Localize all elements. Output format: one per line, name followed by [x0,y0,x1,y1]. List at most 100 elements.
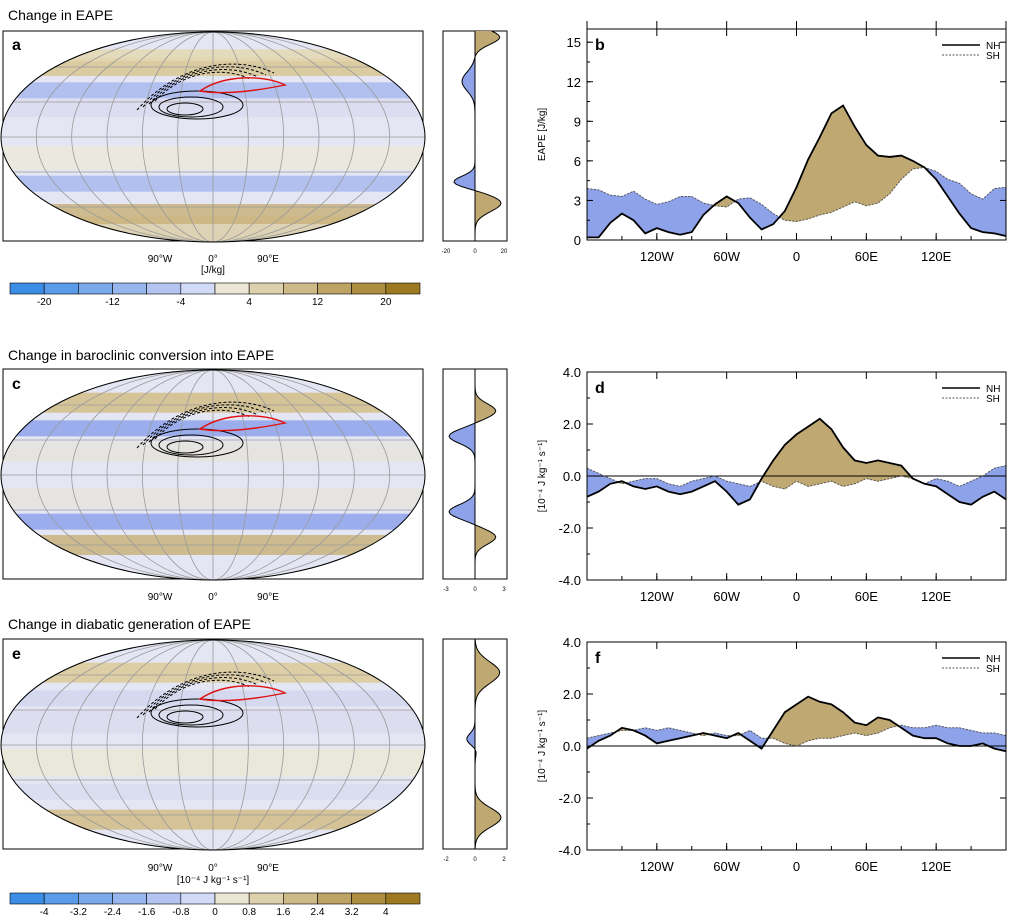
map-lon-90e-c: 90°E [257,592,279,603]
colorbar-flux-label: 0.8 [242,907,256,917]
profile-tick-label: 0 [473,857,477,863]
ytick-label-b: 15 [567,35,581,50]
ylabel-b: EAPE [J/kg] [537,108,548,162]
map-band-e-2 [1,748,425,777]
fill-segment [679,196,692,236]
xtick-label-b: 60W [713,249,740,264]
legend-label-nh: NH [986,384,1000,395]
colorbar-flux-swatch [214,892,250,905]
colorbar-flux-label: -3.2 [70,907,88,917]
map-band-a-2 [1,175,425,192]
fill-segment [982,188,995,234]
colorbar-flux-label: 1.6 [276,907,290,917]
ytick-label-b: 12 [567,75,581,90]
colorbar-eape-swatch [248,282,284,295]
ytick-label-f: -4.0 [559,843,581,858]
ytick-label-b: 6 [574,154,581,169]
map-lon-90w-c: 90°W [148,592,173,603]
legend-label-nh: NH [986,41,1000,52]
panel-letter-c: c [12,376,21,393]
fill-segment [819,113,832,216]
map-lon-90e-e: 90°E [257,863,279,874]
profile-line [466,638,502,850]
colorbar-flux-label: -1.6 [138,907,156,917]
colorbar-eape-swatch [43,282,79,295]
map-unit-e: [10⁻⁴ J kg⁻¹ s⁻¹] [177,875,250,886]
fill-segment [831,105,844,213]
legend-label-sh: SH [986,394,1000,405]
xtick-label-f: 120W [640,859,675,874]
series-sh-line-d [587,465,1006,490]
map-band-c-1 [1,513,425,530]
fill-segment [970,193,983,233]
ytick-label-b: 9 [574,114,581,129]
fill-segment [866,716,879,736]
fill-segment [877,155,890,204]
series-lines-f [587,695,1006,753]
colorbar-flux-swatch [9,892,45,905]
legend-label-nh: NH [986,654,1000,665]
map-c [0,368,426,581]
colorbar-flux-label: -4 [40,907,49,917]
fill-segment [621,190,634,221]
fill-segment [796,426,809,487]
map-contour-red-e [198,685,288,702]
ytick-label-b: 0 [574,233,581,248]
map-panels [0,30,426,851]
map-contour-dashed-e [148,677,259,713]
map-lon-90e-a: 90°E [257,254,279,265]
colorbar-eape-label: 20 [380,297,392,308]
map-outline-c [0,369,426,581]
ytick-label-f: 0.0 [563,739,581,754]
panel-letter-d: d [595,380,605,397]
map-band-e-4 [1,690,425,707]
map-contour-solid-c [150,428,244,458]
fill-segment [854,125,867,207]
fill-segment [644,727,658,744]
xtick-label-b: 60E [855,249,878,264]
fill-segment [807,696,821,742]
map-contour-dashed-a [142,66,267,108]
map-contour-red-c [198,415,288,432]
colorbar-eape-swatch [9,282,45,295]
profile-a: -20 0 20 [442,30,508,255]
colorbar-flux-label: 2.4 [311,907,325,917]
ylabel-f: [10⁻⁴ J kg⁻¹ s⁻¹] [537,710,548,783]
colorbar-eape-swatch [317,282,352,295]
map-a [0,30,426,243]
ylabel-d: [10⁻⁴ J kg⁻¹ s⁻¹] [537,440,548,513]
ytick-label-d: 4.0 [563,365,581,380]
xtick-label-b: 120W [640,249,675,264]
fill-areas-b [587,105,1006,239]
series-nh-line-b [587,104,1006,239]
legend-label-sh: SH [986,664,1000,675]
colorbar-eape-label: -20 [37,297,52,308]
map-band-a-3 [1,146,425,170]
colorbar-eape-swatch [385,282,421,295]
fill-areas-f [587,696,1006,752]
colorbars: -20 -12 -4 4 12 20 -4 -3.2 -2.4 -1.6 -0.8 0 0.8 1.6 2.… [9,282,421,917]
colorbar-flux-label: 0 [212,907,218,917]
map-contour-solid-e [166,710,204,724]
xtick-label-f: 120E [921,859,952,874]
zonal-profile-panels: -20 0 20-3 0 3-2 0 2 [442,30,508,863]
profile-positive-area [475,639,501,849]
xtick-label-b: 0 [793,249,800,264]
profile-tick-label: -2 [443,857,449,863]
colorbar-eape-swatch [351,282,387,295]
fill-segment [959,480,972,505]
profile-positive-area [475,369,496,579]
ytick-label-d: 2.0 [563,417,581,432]
fill-segment [935,478,949,495]
xtick-label-f: 60E [855,859,878,874]
profile-e: -2 0 2 [442,638,508,863]
legend-label-sh: SH [986,51,1000,62]
fill-segment [854,460,867,485]
ytick-label-b: 3 [574,193,581,208]
map-contour-solid-e [158,704,224,726]
map-band-a-5 [1,82,425,99]
fill-segment [656,201,669,233]
colorbar-flux-label: 4 [383,907,389,917]
colorbar-flux-swatch [283,892,318,905]
